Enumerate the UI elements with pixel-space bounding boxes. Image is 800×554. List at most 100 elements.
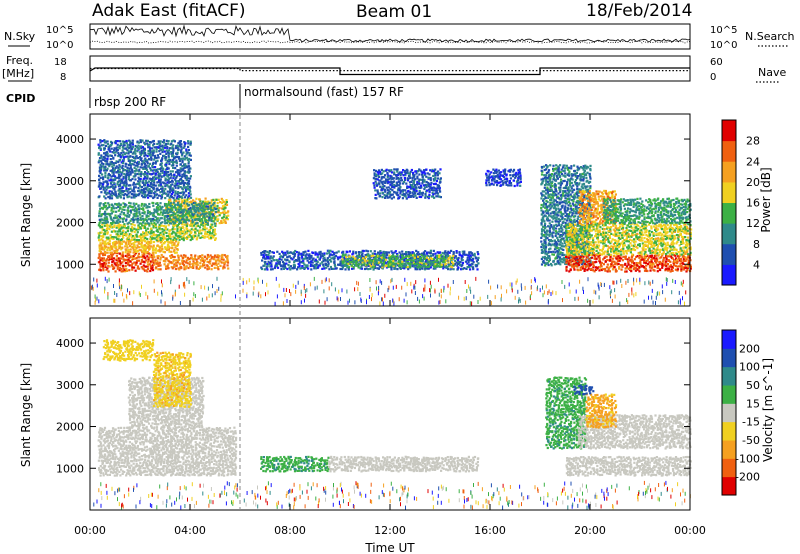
station-title: Adak East (fitACF) bbox=[92, 1, 246, 21]
echo-region bbox=[565, 455, 692, 477]
noise-left-tick-top: 10^5 bbox=[46, 25, 73, 36]
nave-series-line bbox=[90, 67, 690, 72]
echo-region bbox=[97, 222, 217, 242]
colorbar-tick-label: 28 bbox=[746, 135, 760, 148]
ground-scatter-noise bbox=[90, 276, 687, 306]
colorbar-swatch bbox=[722, 458, 736, 478]
noise-right-tick-bottom: 10^0 bbox=[710, 40, 737, 51]
xtick-label: 20:00 bbox=[574, 524, 606, 537]
colorbar-tick-label: 12 bbox=[746, 217, 760, 230]
cpid-segment-1: rbsp 200 RF bbox=[94, 95, 166, 109]
time-xlabel: Time UT bbox=[364, 541, 415, 554]
echo-region bbox=[102, 339, 155, 362]
colorbar-swatch bbox=[722, 181, 736, 204]
colorbar-tick-label: -50 bbox=[742, 434, 760, 447]
colorbar-swatch bbox=[722, 202, 736, 224]
xtick-label: 12:00 bbox=[374, 524, 406, 537]
nsearch-series-line bbox=[89, 40, 691, 44]
colorbar-tick-label: -200 bbox=[735, 471, 760, 484]
date-title: 18/Feb/2014 bbox=[586, 1, 692, 21]
power-panel: 1000 2000 3000 4000 Slant Range [km] 4 8 12 16… bbox=[19, 113, 773, 307]
ytick-label: 2000 bbox=[56, 217, 84, 230]
xtick-label: 04:00 bbox=[174, 524, 206, 537]
echo-region bbox=[585, 393, 618, 429]
ytick-label: 1000 bbox=[56, 258, 84, 271]
echo-region bbox=[577, 189, 618, 225]
ytick-label: 1000 bbox=[56, 462, 84, 475]
frequency-panel: 18 8 60 0 bbox=[54, 55, 723, 83]
colorbar-swatch bbox=[722, 348, 736, 368]
echo-region bbox=[485, 168, 522, 188]
freq-unit-label: [MHz] bbox=[2, 67, 34, 80]
colorbar-tick-label: 16 bbox=[746, 197, 760, 210]
echo-region bbox=[152, 351, 192, 408]
echo-region bbox=[98, 239, 180, 254]
nsky-series-line bbox=[89, 24, 691, 43]
echo-region bbox=[341, 253, 455, 269]
colorbar-tick-label: 200 bbox=[739, 342, 760, 355]
colorbar-frame bbox=[721, 119, 737, 286]
echo-region bbox=[602, 197, 692, 225]
colorbar-tick-label: 50 bbox=[746, 379, 760, 392]
colorbar-tick-label: 20 bbox=[746, 176, 760, 189]
colorbar-tick-label: -100 bbox=[735, 452, 760, 465]
power-colorbar-label: Power [dB] bbox=[759, 167, 773, 232]
echo-region bbox=[98, 201, 218, 225]
ytick-label: 3000 bbox=[56, 175, 84, 188]
freq-left-tick-top: 18 bbox=[54, 57, 67, 68]
colorbar-swatch bbox=[722, 120, 736, 142]
cpid-segment-2: normalsound (fast) 157 RF bbox=[244, 85, 404, 99]
colorbar-swatch bbox=[722, 161, 736, 183]
echo-region bbox=[565, 222, 693, 256]
freq-right-tick-bottom: 0 bbox=[710, 72, 716, 83]
echo-region bbox=[372, 168, 442, 200]
cpid-label: CPID bbox=[6, 92, 35, 105]
noise-panel: 10^5 10^0 10^5 10^0 bbox=[46, 23, 737, 51]
noise-left-tick-bottom: 10^0 bbox=[46, 40, 73, 51]
velocity-panel: 1000 2000 3000 4000 Slant Range [km] -200 -1… bbox=[19, 114, 775, 554]
echo-region bbox=[97, 251, 155, 273]
xtick-label: 16:00 bbox=[474, 524, 506, 537]
freq-right-tick-top: 60 bbox=[710, 57, 723, 68]
freq-left-tick-bottom: 8 bbox=[60, 72, 66, 83]
power-ylabel: Slant Range [km] bbox=[19, 163, 33, 267]
freq-label: Freq. bbox=[6, 54, 33, 67]
colorbar-swatch bbox=[722, 440, 736, 459]
colorbar-swatch bbox=[722, 330, 736, 349]
echo-region bbox=[127, 376, 205, 429]
ground-scatter-noise bbox=[93, 480, 691, 510]
freq-series-line bbox=[89, 67, 690, 76]
colorbar-swatch bbox=[722, 223, 736, 245]
colorbar-swatch bbox=[722, 403, 736, 423]
nsearch-label: N.Search bbox=[745, 30, 795, 43]
colorbar-swatch bbox=[722, 385, 736, 404]
colorbar-swatch bbox=[722, 476, 736, 496]
ytick-label: 2000 bbox=[56, 421, 84, 434]
xtick-label: 00:00 bbox=[674, 524, 706, 537]
echo-region bbox=[573, 384, 595, 396]
colorbar-tick-label: 100 bbox=[739, 361, 760, 374]
colorbar-swatch bbox=[722, 243, 736, 265]
colorbar-tick-label: 4 bbox=[753, 258, 760, 271]
colorbar-swatch bbox=[722, 421, 736, 441]
colorbar-tick-label: 15 bbox=[746, 397, 760, 410]
echo-region bbox=[260, 455, 330, 473]
echo-region bbox=[565, 253, 692, 273]
xtick-label: 08:00 bbox=[274, 524, 306, 537]
cpid-panel: rbsp 200 RF normalsound (fast) 157 RF bbox=[89, 84, 404, 109]
echo-region bbox=[577, 414, 692, 450]
colorbar-frame bbox=[721, 329, 737, 496]
velocity-colorbar-label: Velocity [m s^-1] bbox=[761, 358, 775, 462]
echo-region bbox=[97, 426, 238, 477]
nave-label: Nave bbox=[758, 66, 786, 79]
echo-region bbox=[545, 376, 588, 450]
colorbar-swatch bbox=[722, 264, 736, 286]
velocity-ylabel: Slant Range [km] bbox=[19, 363, 33, 467]
colorbar-tick-label: -15 bbox=[742, 416, 760, 429]
ytick-label: 4000 bbox=[56, 133, 84, 146]
colorbar-swatch bbox=[722, 140, 736, 162]
nsky-label: N.Sky bbox=[4, 30, 36, 43]
ytick-label: 3000 bbox=[56, 379, 84, 392]
colorbar-tick-label: 8 bbox=[753, 238, 760, 251]
